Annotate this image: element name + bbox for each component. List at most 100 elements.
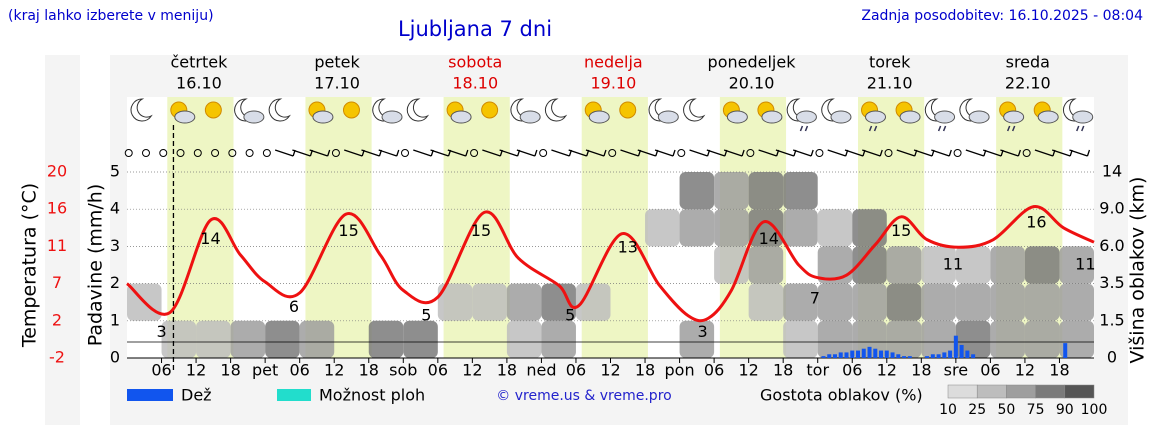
cloud-tick-label: 1.5	[1099, 310, 1124, 329]
precip-bar	[879, 350, 884, 358]
x-tick-label: 18	[220, 361, 240, 380]
cloud-cell	[506, 283, 542, 321]
cloud-tick-label: 0	[1107, 348, 1117, 367]
x-tick-label: 12	[877, 361, 897, 380]
wind-barb	[1000, 149, 1022, 157]
x-tick-label: 12	[324, 361, 344, 380]
daylight-band	[167, 97, 234, 358]
cloud-cell	[852, 209, 887, 247]
cloud-cell	[817, 246, 853, 284]
cloud-icon	[899, 110, 921, 124]
cloud-cell	[817, 209, 853, 247]
precip-bar	[896, 354, 901, 358]
wind-calm	[1022, 149, 1031, 157]
legend-swatch	[277, 389, 311, 401]
cloud-cell	[679, 209, 715, 247]
cloud-cell	[852, 246, 887, 284]
wind-calm	[176, 149, 185, 157]
cloud-cell	[921, 283, 956, 321]
wind-calm	[401, 149, 410, 157]
precip-bar	[850, 350, 855, 358]
cloud-cell	[645, 209, 680, 247]
moon-icon	[268, 98, 291, 122]
updated: Zadnja posodobitev: 16.10.2025 - 08:04	[861, 8, 1143, 24]
precip-bar	[844, 352, 849, 358]
moon-icon	[545, 98, 568, 122]
day-date: 18.10	[452, 74, 498, 93]
copyright: © vreme.us & vreme.pro	[496, 388, 671, 404]
temp-tick-label: 2	[52, 310, 62, 329]
rain-icon	[868, 125, 878, 132]
cloud-cell	[748, 283, 784, 321]
sun-icon	[619, 101, 637, 119]
cloud-cell	[817, 320, 853, 358]
density-swatch	[1064, 384, 1095, 399]
day-date: 22.10	[1005, 74, 1051, 93]
x-tick-label: ned	[526, 361, 556, 380]
temp-extreme-label: 5	[565, 305, 575, 324]
x-tick-label: pon	[665, 361, 695, 380]
wind-calm	[211, 149, 220, 157]
temp-extreme-label: 15	[471, 221, 491, 240]
cloud-axis-title: Višina oblakov (km)	[1127, 177, 1149, 364]
precip-bar	[902, 356, 907, 358]
y-tick-label: 5	[110, 162, 120, 181]
cloud-cell	[783, 172, 818, 210]
precip-bar	[953, 335, 958, 358]
wind-calm	[228, 149, 237, 157]
cloud-cell	[1024, 283, 1060, 321]
cloud-icon	[934, 110, 956, 124]
temp-tick-label: 16	[47, 199, 67, 218]
x-tick-label: 06	[151, 361, 171, 380]
precip-bar	[942, 352, 947, 358]
cloud-cell	[748, 172, 784, 210]
y-tick-label: 1	[110, 310, 120, 329]
cloud-cell	[161, 320, 197, 358]
temp-extreme-label: 15	[338, 221, 358, 240]
x-tick-label: 06	[289, 361, 309, 380]
temp-extreme-label: 3	[156, 322, 166, 341]
rain-icon	[937, 125, 947, 132]
cloud-icon	[1003, 110, 1025, 124]
cloud-icon	[1072, 110, 1094, 124]
cloud-cell	[748, 209, 784, 247]
rain-icon	[1006, 125, 1016, 132]
cloud-cell	[955, 320, 991, 358]
cloud-cell	[472, 283, 507, 321]
note-top: (kraj lahko izberete v meniju)	[8, 8, 214, 24]
cloud-cell	[921, 246, 956, 284]
density-label: 50	[997, 402, 1015, 418]
cloud-cell	[990, 283, 1025, 321]
day-name: četrtek	[171, 53, 229, 72]
temp-extreme-label: 13	[618, 238, 638, 257]
x-tick-label: 12	[1015, 361, 1035, 380]
cloud-cell	[1059, 246, 1094, 284]
temp-axis-title: Temperatura (°C)	[19, 183, 41, 348]
rain-icon	[1076, 125, 1085, 132]
cloud-cell	[265, 320, 300, 358]
cloud-cell	[990, 320, 1025, 358]
x-tick-label: 12	[600, 361, 620, 380]
cloud-icon	[381, 110, 403, 124]
cloud-cell	[921, 320, 956, 358]
wind-barb	[1069, 149, 1091, 157]
x-tick-label: 12	[738, 361, 758, 380]
x-tick-label: 18	[635, 361, 655, 380]
wind-calm	[470, 149, 479, 157]
sun-icon	[342, 101, 360, 119]
wind-barb	[309, 149, 331, 157]
x-tick-label: 18	[497, 361, 517, 380]
precip-bar	[856, 350, 861, 358]
wind-calm	[677, 149, 686, 157]
legend-swatch	[127, 389, 173, 401]
precip-bar	[821, 356, 826, 358]
cloud-icon	[865, 110, 887, 124]
daylight-band	[305, 97, 372, 358]
cloud-cell	[886, 246, 922, 284]
wind-calm	[884, 149, 893, 157]
temp-extreme-label: 11	[943, 255, 963, 274]
precip-bar	[873, 348, 878, 358]
cloud-cell	[852, 320, 887, 358]
cloud-cell	[1024, 320, 1060, 358]
temp-tick-label: -2	[49, 348, 65, 367]
